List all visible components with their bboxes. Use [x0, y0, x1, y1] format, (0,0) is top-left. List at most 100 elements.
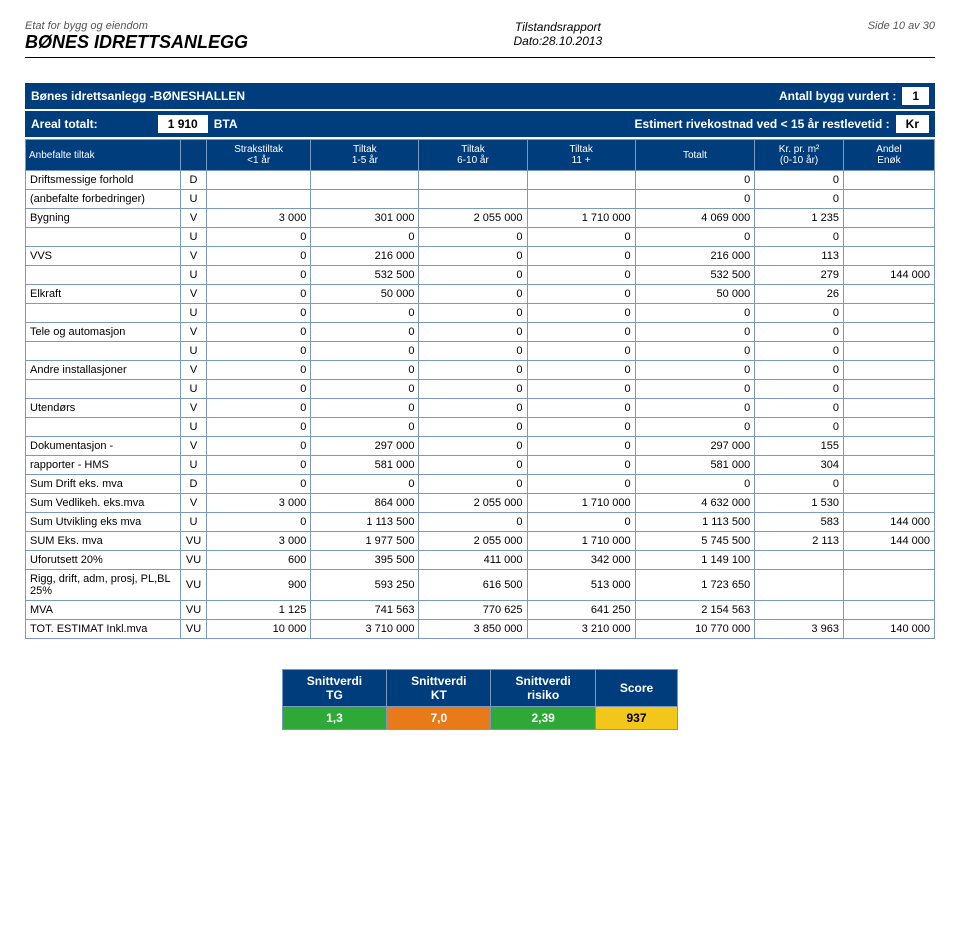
row-code: V: [181, 494, 207, 513]
cell-value: [843, 418, 934, 437]
cell-value: 0: [207, 228, 311, 247]
cell-value: 3 963: [755, 620, 844, 639]
summary-value: 1,3: [282, 707, 386, 730]
cell-value: 0: [635, 399, 755, 418]
cell-value: 411 000: [419, 551, 527, 570]
cell-value: 50 000: [311, 285, 419, 304]
row-label: (anbefalte forbedringer): [26, 190, 181, 209]
cell-value: [419, 171, 527, 190]
summary-value-row: 1,37,02,39937: [282, 707, 677, 730]
cell-value: 0: [419, 228, 527, 247]
cell-value: 0: [207, 456, 311, 475]
row-label: rapporter - HMS: [26, 456, 181, 475]
table-row: Driftsmessige forholdD00: [26, 171, 935, 190]
report-type: Tilstandsrapport: [513, 20, 602, 34]
cell-value: 0: [635, 304, 755, 323]
cell-value: [843, 171, 934, 190]
cell-value: 26: [755, 285, 844, 304]
row-label: TOT. ESTIMAT Inkl.mva: [26, 620, 181, 639]
cell-value: 513 000: [527, 570, 635, 601]
cell-value: 140 000: [843, 620, 934, 639]
cell-value: 155: [755, 437, 844, 456]
table-row: U000000: [26, 304, 935, 323]
cell-value: 216 000: [311, 247, 419, 266]
row-code: U: [181, 266, 207, 285]
cell-value: 0: [635, 190, 755, 209]
summary-value: 937: [595, 707, 677, 730]
cell-value: 279: [755, 266, 844, 285]
table-row: Uforutsett 20%VU600395 500411 000342 000…: [26, 551, 935, 570]
cost-table: Anbefalte tiltak Strakstiltak<1 år Tilta…: [25, 139, 935, 639]
row-code: VU: [181, 601, 207, 620]
summary-value: 2,39: [491, 707, 595, 730]
cell-value: [755, 551, 844, 570]
cell-value: 0: [207, 437, 311, 456]
row-label: Dokumentasjon -: [26, 437, 181, 456]
page-number: Side 10 av 30: [868, 20, 935, 32]
row-label: Tele og automasjon: [26, 323, 181, 342]
row-code: V: [181, 285, 207, 304]
cell-value: 0: [207, 323, 311, 342]
row-label: Andre installasjoner: [26, 361, 181, 380]
cell-value: 2 055 000: [419, 494, 527, 513]
cell-value: 3 000: [207, 532, 311, 551]
cell-value: 0: [527, 361, 635, 380]
col-anbefalte: Anbefalte tiltak: [26, 140, 181, 171]
summary-col-header: Snittverdirisiko: [491, 670, 595, 707]
cell-value: [843, 285, 934, 304]
area-label: Areal totalt:: [31, 117, 98, 131]
row-label: [26, 418, 181, 437]
info-bar-title: Bønes idrettsanlegg -BØNESHALLEN Antall …: [25, 83, 935, 109]
row-label: Sum Drift eks. mva: [26, 475, 181, 494]
cell-value: 1 710 000: [527, 494, 635, 513]
cell-value: 0: [527, 285, 635, 304]
cell-value: [843, 456, 934, 475]
demo-cost-unit: Kr: [896, 115, 929, 133]
cell-value: [843, 361, 934, 380]
cell-value: 0: [207, 418, 311, 437]
table-row: (anbefalte forbedringer)U00: [26, 190, 935, 209]
cell-value: 301 000: [311, 209, 419, 228]
cell-value: 0: [527, 456, 635, 475]
col-tiltak-11: Tiltak11 +: [527, 140, 635, 171]
cell-value: 2 055 000: [419, 532, 527, 551]
cell-value: 0: [311, 228, 419, 247]
summary-col-header: SnittverdiKT: [387, 670, 491, 707]
row-code: D: [181, 475, 207, 494]
cell-value: 900: [207, 570, 311, 601]
cell-value: 297 000: [311, 437, 419, 456]
cell-value: 0: [419, 399, 527, 418]
cell-value: 0: [311, 380, 419, 399]
cell-value: 216 000: [635, 247, 755, 266]
cell-value: 741 563: [311, 601, 419, 620]
table-row: U000000: [26, 418, 935, 437]
row-code: U: [181, 228, 207, 247]
table-row: SUM Eks. mvaVU3 0001 977 5002 055 0001 7…: [26, 532, 935, 551]
cell-value: 0: [207, 513, 311, 532]
demo-cost-label: Estimert rivekostnad ved < 15 år restlev…: [635, 117, 890, 131]
dept-label: Etat for bygg og eiendom: [25, 20, 248, 32]
cell-value: 1 113 500: [311, 513, 419, 532]
cell-value: 3 210 000: [527, 620, 635, 639]
row-label: [26, 342, 181, 361]
cell-value: 0: [311, 323, 419, 342]
cell-value: 0: [527, 266, 635, 285]
cell-value: 0: [527, 437, 635, 456]
cell-value: 50 000: [635, 285, 755, 304]
cell-value: 0: [419, 304, 527, 323]
row-label: Rigg, drift, adm, prosj, PL,BL 25%: [26, 570, 181, 601]
table-header-row: Anbefalte tiltak Strakstiltak<1 år Tilta…: [26, 140, 935, 171]
cell-value: [843, 399, 934, 418]
cell-value: 0: [755, 342, 844, 361]
info-bar-area: Areal totalt: 1 910 BTA Estimert rivekos…: [25, 111, 935, 137]
cell-value: 0: [419, 513, 527, 532]
row-label: Bygning: [26, 209, 181, 228]
cell-value: 0: [419, 437, 527, 456]
row-label: MVA: [26, 601, 181, 620]
table-row: Rigg, drift, adm, prosj, PL,BL 25%VU9005…: [26, 570, 935, 601]
cell-value: 0: [527, 475, 635, 494]
cell-value: 616 500: [419, 570, 527, 601]
table-row: Sum Vedlikeh. eks.mvaV3 000864 0002 055 …: [26, 494, 935, 513]
cell-value: [843, 601, 934, 620]
cell-value: 144 000: [843, 266, 934, 285]
